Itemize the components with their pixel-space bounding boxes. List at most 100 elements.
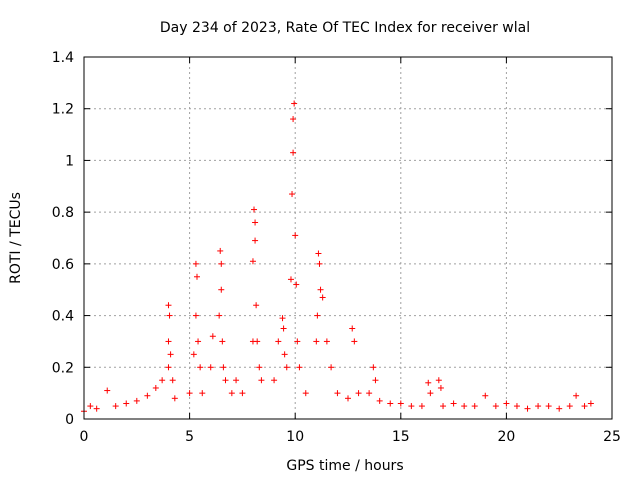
data-point: [372, 377, 379, 384]
data-point: [524, 405, 531, 412]
data-point: [427, 390, 434, 397]
data-point: [471, 403, 478, 410]
data-point: [351, 338, 358, 345]
data-point: [435, 377, 442, 384]
data-point: [425, 379, 432, 386]
data-point: [545, 403, 552, 410]
data-point: [192, 312, 199, 319]
data-point: [93, 405, 100, 412]
data-point: [218, 260, 225, 267]
data-point: [251, 206, 258, 213]
data-point: [587, 400, 594, 407]
y-tick-label: 0.6: [52, 257, 74, 273]
y-tick-label: 0.8: [52, 205, 74, 221]
data-point: [222, 377, 229, 384]
data-point: [220, 364, 227, 371]
data-point: [228, 390, 235, 397]
data-point: [219, 338, 226, 345]
data-point: [314, 312, 321, 319]
data-point: [133, 397, 140, 404]
data-point: [387, 400, 394, 407]
data-point: [328, 364, 335, 371]
data-point: [239, 390, 246, 397]
data-point: [159, 377, 166, 384]
x-tick-label: 5: [185, 429, 194, 445]
data-point: [280, 325, 287, 332]
data-point: [461, 403, 468, 410]
y-tick-labels: 0 0.2 0.4 0.6 0.8 1 1.2 1.4: [52, 50, 74, 428]
data-point: [167, 351, 174, 358]
grid-lines: [84, 57, 612, 419]
chart-title: Day 234 of 2023, Rate Of TEC Index for r…: [160, 20, 530, 36]
data-point: [581, 403, 588, 410]
data-point: [296, 364, 303, 371]
y-tick-label: 0.2: [52, 360, 74, 376]
y-tick-label: 1: [65, 153, 74, 169]
data-point: [112, 403, 119, 410]
data-points: [81, 100, 594, 415]
data-point: [171, 395, 178, 402]
data-point: [254, 338, 261, 345]
data-point: [450, 400, 457, 407]
data-point: [218, 286, 225, 293]
data-point: [253, 302, 260, 309]
data-point: [313, 338, 320, 345]
data-point: [193, 273, 200, 280]
data-point: [207, 364, 214, 371]
data-point: [104, 387, 111, 394]
data-point: [152, 384, 159, 391]
data-point: [503, 400, 510, 407]
data-point: [165, 302, 172, 309]
data-point: [355, 390, 362, 397]
x-tick-label: 25: [603, 429, 621, 445]
data-point: [293, 281, 300, 288]
data-point: [492, 403, 499, 410]
data-point: [233, 377, 240, 384]
data-point: [315, 250, 322, 257]
data-point: [437, 384, 444, 391]
data-point: [556, 405, 563, 412]
data-point: [216, 312, 223, 319]
x-tick-label: 0: [80, 429, 89, 445]
data-point: [302, 390, 309, 397]
data-point: [209, 333, 216, 340]
data-point: [291, 100, 298, 107]
axis-ticks: [83, 56, 613, 420]
data-point: [566, 403, 573, 410]
data-point: [316, 260, 323, 267]
data-point: [217, 247, 224, 254]
data-point: [275, 338, 282, 345]
data-point: [192, 260, 199, 267]
data-point: [197, 364, 204, 371]
data-point: [166, 312, 173, 319]
plot-frame: [83, 56, 613, 420]
data-point: [376, 397, 383, 404]
data-point: [144, 392, 151, 399]
data-point: [249, 258, 256, 265]
x-tick-label: 15: [392, 429, 410, 445]
data-point: [165, 364, 172, 371]
data-point: [195, 338, 202, 345]
data-point: [323, 338, 330, 345]
data-point: [513, 403, 520, 410]
data-point: [123, 400, 130, 407]
y-tick-label: 0: [65, 412, 74, 428]
data-point: [573, 392, 580, 399]
data-point: [165, 338, 172, 345]
data-point: [169, 377, 176, 384]
data-point: [290, 116, 297, 123]
data-point: [252, 237, 259, 244]
data-point: [292, 232, 299, 239]
data-point: [535, 403, 542, 410]
data-point: [281, 351, 288, 358]
data-point: [290, 149, 297, 156]
data-point: [418, 403, 425, 410]
data-point: [334, 390, 341, 397]
data-point: [294, 338, 301, 345]
y-tick-label: 0.4: [52, 309, 74, 325]
y-tick-label: 1.2: [52, 102, 74, 118]
x-tick-label: 20: [497, 429, 515, 445]
data-point: [199, 390, 206, 397]
data-point: [397, 400, 404, 407]
